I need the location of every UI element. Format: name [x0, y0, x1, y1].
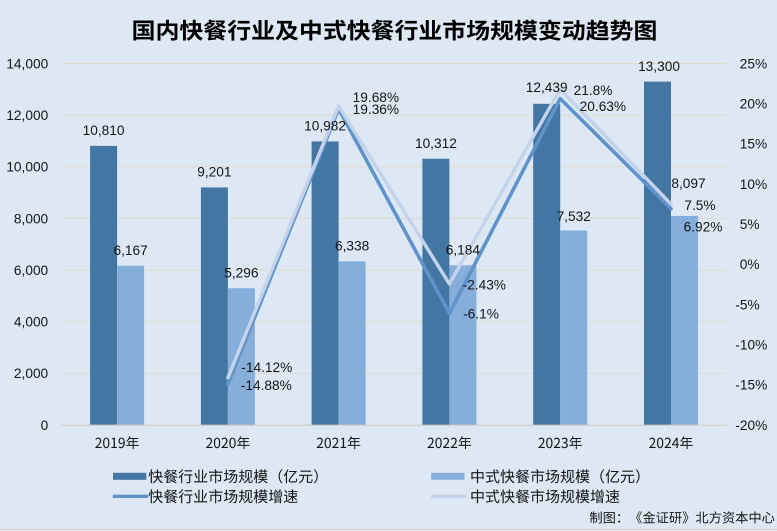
- svg-text:19.68%: 19.68%: [353, 90, 399, 105]
- svg-text:-6.1%: -6.1%: [463, 307, 499, 322]
- svg-text:7,532: 7,532: [557, 209, 591, 224]
- svg-text:25%: 25%: [740, 56, 767, 71]
- svg-text:2,000: 2,000: [14, 366, 49, 381]
- svg-text:10,312: 10,312: [415, 136, 457, 151]
- svg-text:10,000: 10,000: [6, 160, 48, 175]
- svg-text:4,000: 4,000: [14, 315, 49, 330]
- svg-text:19.36%: 19.36%: [353, 102, 399, 117]
- svg-text:10%: 10%: [740, 177, 767, 192]
- svg-text:8,097: 8,097: [671, 176, 705, 191]
- svg-text:15%: 15%: [740, 137, 767, 152]
- svg-text:6.92%: 6.92%: [684, 220, 723, 235]
- svg-text:-14.12%: -14.12%: [241, 360, 292, 375]
- svg-text:-20%: -20%: [735, 418, 767, 433]
- svg-text:6,184: 6,184: [446, 242, 481, 257]
- svg-text:-10%: -10%: [735, 338, 767, 353]
- svg-text:5,296: 5,296: [224, 266, 259, 281]
- svg-text:-2.43%: -2.43%: [463, 278, 506, 293]
- svg-text:6,000: 6,000: [14, 263, 49, 278]
- svg-text:10,810: 10,810: [83, 123, 125, 138]
- svg-text:13,300: 13,300: [638, 59, 680, 74]
- svg-text:7.5%: 7.5%: [684, 198, 715, 213]
- svg-text:-14.88%: -14.88%: [241, 378, 292, 393]
- svg-text:6,167: 6,167: [113, 243, 147, 258]
- svg-text:20%: 20%: [740, 97, 767, 112]
- svg-text:-15%: -15%: [735, 378, 767, 393]
- svg-text:20.63%: 20.63%: [580, 99, 626, 114]
- svg-text:9,201: 9,201: [197, 165, 231, 180]
- svg-text:5%: 5%: [740, 217, 760, 232]
- svg-text:14,000: 14,000: [6, 56, 48, 71]
- svg-text:8,000: 8,000: [14, 211, 49, 226]
- svg-text:6,338: 6,338: [335, 238, 370, 253]
- svg-text:12,439: 12,439: [526, 80, 568, 95]
- svg-text:12,000: 12,000: [6, 108, 48, 123]
- svg-text:10,982: 10,982: [304, 119, 346, 134]
- svg-text:-5%: -5%: [735, 297, 759, 312]
- svg-text:0%: 0%: [740, 257, 760, 272]
- svg-text:21.8%: 21.8%: [574, 83, 613, 98]
- svg-text:0: 0: [41, 418, 49, 433]
